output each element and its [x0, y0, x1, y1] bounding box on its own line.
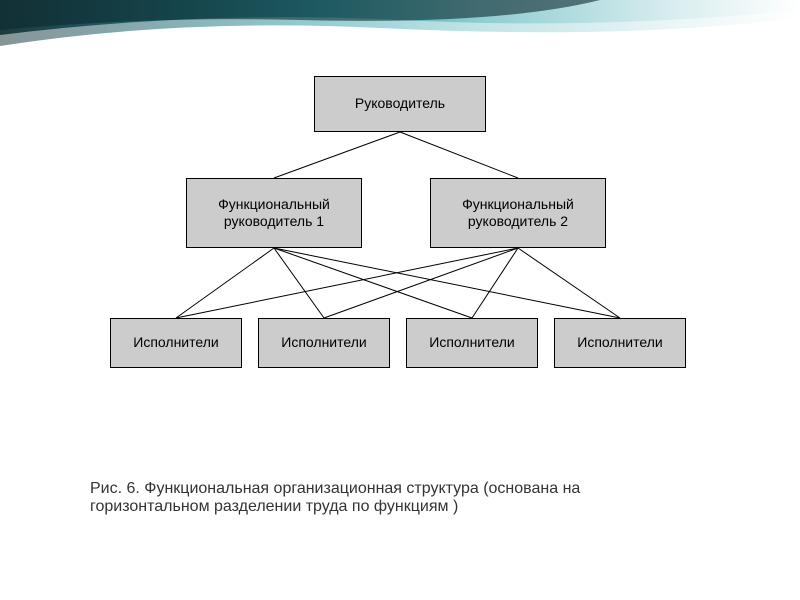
- header-decor: [0, 0, 800, 46]
- edge-f1-e2: [274, 248, 324, 318]
- edge-root-f1: [274, 132, 400, 178]
- edge-f2-e3: [472, 248, 518, 318]
- edge-f2-e1: [176, 248, 518, 318]
- node-e3: Исполнители: [406, 318, 538, 368]
- node-f2: Функциональный руководитель 2: [430, 178, 606, 248]
- node-e4: Исполнители: [554, 318, 686, 368]
- node-root: Руководитель: [314, 76, 486, 132]
- caption-text: Рис. 6. Функциональная организационная с…: [90, 480, 580, 515]
- figure-caption: Рис. 6. Функциональная организационная с…: [90, 480, 650, 516]
- edge-f2-e2: [324, 248, 518, 318]
- node-f1: Функциональный руководитель 1: [186, 178, 362, 248]
- edge-f1-e1: [176, 248, 274, 318]
- node-e2: Исполнители: [258, 318, 390, 368]
- node-e1: Исполнители: [110, 318, 242, 368]
- edge-root-f2: [400, 132, 518, 178]
- edge-f1-e3: [274, 248, 472, 318]
- diagram-canvas: Руководитель Функциональный руководитель …: [0, 0, 800, 600]
- edge-f2-e4: [518, 248, 620, 318]
- edge-f1-e4: [274, 248, 620, 318]
